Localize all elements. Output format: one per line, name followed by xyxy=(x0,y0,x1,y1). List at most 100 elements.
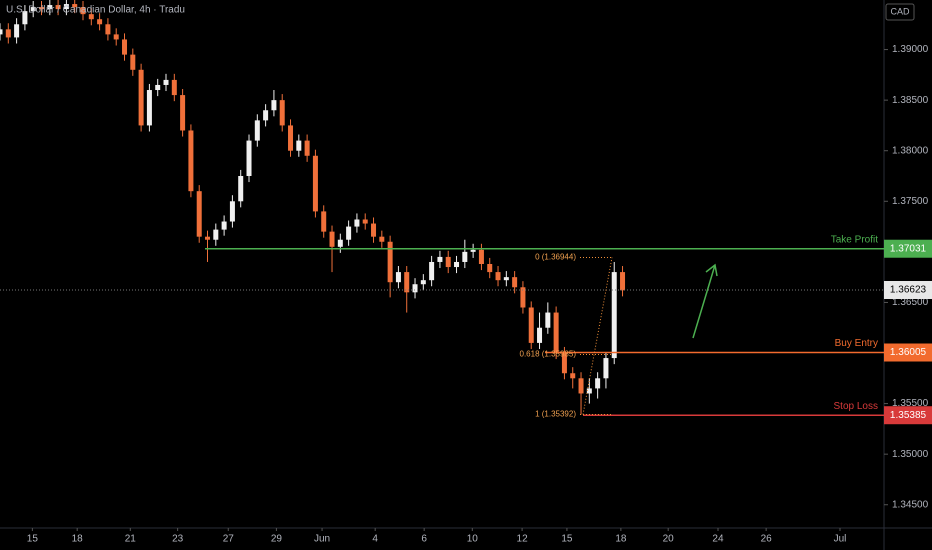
candle-body xyxy=(22,11,28,25)
candle-body xyxy=(429,261,435,281)
candle-body xyxy=(238,176,244,202)
candle-body xyxy=(263,110,269,121)
candle-body xyxy=(221,221,227,230)
candle-body xyxy=(47,5,53,10)
candle-body xyxy=(113,34,119,40)
candle-body xyxy=(321,211,327,232)
candle-body xyxy=(138,69,144,126)
candle-body xyxy=(312,155,318,212)
candle-body xyxy=(254,120,260,141)
candle-body xyxy=(196,191,202,237)
candle-body xyxy=(603,358,609,379)
candle-body xyxy=(379,236,385,242)
candle-body xyxy=(445,256,451,268)
y-tick-label: 1.34500 xyxy=(892,499,929,510)
candle-body xyxy=(553,312,559,354)
candle-body xyxy=(495,272,501,281)
current-price-label: 1.36623 xyxy=(890,285,927,296)
candle-body xyxy=(205,236,211,240)
candle-body xyxy=(437,256,443,262)
candle-body xyxy=(55,5,61,10)
candle-body xyxy=(545,312,551,328)
candle-body xyxy=(155,84,161,91)
candle-body xyxy=(454,261,460,268)
x-tick-label: 21 xyxy=(125,534,137,545)
x-tick-label: 24 xyxy=(712,534,724,545)
candle-body xyxy=(512,277,518,288)
y-tick-label: 1.36500 xyxy=(892,297,929,308)
candle-body xyxy=(537,327,543,343)
candle-body xyxy=(304,140,310,156)
candle-body xyxy=(14,24,20,38)
y-tick-label: 1.35000 xyxy=(892,449,929,460)
x-tick-label: 15 xyxy=(27,534,39,545)
x-tick-label: 23 xyxy=(172,534,184,545)
candle-body xyxy=(387,241,393,283)
candle-body xyxy=(246,140,252,176)
candle-body xyxy=(346,226,352,240)
x-tick-label: 6 xyxy=(421,534,427,545)
level-value: 1.35385 xyxy=(890,410,927,421)
candle-body xyxy=(354,219,360,227)
candle-body xyxy=(420,280,426,285)
currency-box xyxy=(885,3,915,21)
candle-body xyxy=(271,100,277,111)
plot-area xyxy=(0,0,626,415)
y-tick-label: 1.38000 xyxy=(892,145,929,156)
y-tick-label: 1.38500 xyxy=(892,95,929,106)
candle-body xyxy=(229,201,235,222)
current-price-box xyxy=(884,280,932,299)
candle-body xyxy=(39,7,45,10)
candle-body xyxy=(163,79,169,85)
candle-body xyxy=(470,249,476,252)
x-tick-label: 15 xyxy=(561,534,573,545)
candle-body xyxy=(105,24,111,35)
candle-body xyxy=(188,130,194,192)
candle-body xyxy=(611,272,617,359)
y-tick-label: 1.39000 xyxy=(892,44,929,55)
level-value: 1.36005 xyxy=(890,347,927,358)
candle-body xyxy=(0,29,3,35)
x-tick-label: 12 xyxy=(517,534,529,545)
fib-label: 0 (1.36944) xyxy=(535,253,576,262)
candle-body xyxy=(80,7,86,15)
candle-body xyxy=(586,388,592,394)
level-value: 1.37031 xyxy=(890,243,927,254)
x-tick-label: 18 xyxy=(615,534,627,545)
candle-body xyxy=(122,39,128,55)
candle-body xyxy=(620,272,626,291)
x-tick-label: 27 xyxy=(223,534,235,545)
candle-body xyxy=(5,29,11,38)
level-name: Stop Loss xyxy=(834,401,878,412)
candle-body xyxy=(171,79,177,96)
candle-body xyxy=(362,219,368,224)
chart-title: U.S. Dollar / Canadian Dollar, 4h · Trad… xyxy=(6,5,185,16)
arrow xyxy=(692,263,718,339)
x-tick-label: Jul xyxy=(834,534,847,545)
candle-body xyxy=(528,307,534,343)
fib-label: 1 (1.35392) xyxy=(535,410,576,419)
x-tick-label: 26 xyxy=(761,534,773,545)
candle-body xyxy=(520,287,526,308)
candle-body xyxy=(72,4,78,8)
candle-body xyxy=(279,100,285,126)
candle-body xyxy=(404,272,410,293)
candle-body xyxy=(180,95,186,131)
currency: CAD xyxy=(890,6,910,16)
candle-body xyxy=(130,54,136,70)
x-tick-label: 20 xyxy=(663,534,675,545)
candle-body xyxy=(288,125,294,151)
candle-body xyxy=(561,353,567,374)
y-tick-label: 1.35500 xyxy=(892,398,929,409)
fib-label: 0.618 (1.35985) xyxy=(520,350,577,359)
candle-body xyxy=(503,277,509,281)
candle-body xyxy=(296,140,302,151)
candle-body xyxy=(478,249,484,264)
x-tick-label: 4 xyxy=(372,534,378,545)
candle-body xyxy=(578,378,584,394)
candle-body xyxy=(412,284,418,293)
candle-body xyxy=(88,14,94,20)
candle-body xyxy=(213,229,219,240)
